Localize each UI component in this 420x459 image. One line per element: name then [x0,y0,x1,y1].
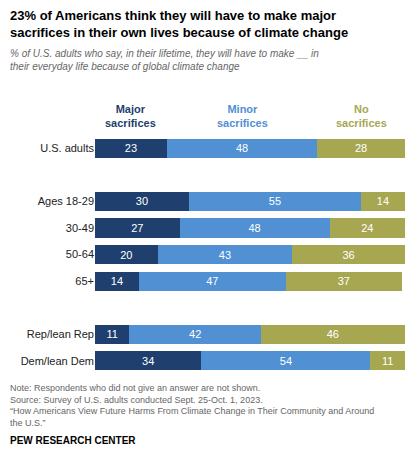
svg-text:23: 23 [125,142,137,154]
svg-text:11: 11 [107,328,118,340]
svg-text:36: 36 [342,249,354,261]
svg-text:48: 48 [249,222,261,234]
svg-text:20: 20 [120,249,132,261]
svg-text:65+: 65+ [75,275,94,287]
svg-text:27: 27 [131,222,143,234]
svg-text:55: 55 [269,195,281,207]
svg-text:46: 46 [327,328,339,340]
svg-text:PEW RESEARCH CENTER: PEW RESEARCH CENTER [10,435,136,446]
svg-text:Ages 18-29: Ages 18-29 [38,195,94,207]
svg-text:54: 54 [280,355,292,367]
svg-text:23% of Americans think they wi: 23% of Americans think they will have to… [10,8,348,40]
svg-text:42: 42 [189,328,201,340]
svg-text:47: 47 [206,275,218,287]
svg-text:30-49: 30-49 [66,222,94,234]
svg-text:% of U.S. adults who say, in t: % of U.S. adults who say, in their lifet… [10,48,319,72]
svg-text:14: 14 [111,275,123,287]
svg-text:48: 48 [236,142,248,154]
svg-text:Dem/lean Dem: Dem/lean Dem [21,355,94,367]
svg-text:Majorsacrifices: Majorsacrifices [105,103,156,129]
svg-text:Nosacrifices: Nosacrifices [336,103,387,129]
svg-text:30: 30 [136,195,148,207]
svg-text:11: 11 [382,355,393,367]
svg-text:14: 14 [377,195,389,207]
svg-text:50-64: 50-64 [66,248,94,260]
svg-text:Minorsacrifices: Minorsacrifices [217,103,268,129]
svg-text:Note: Respondents who did not: Note: Respondents who did not give an an… [10,383,374,428]
svg-text:34: 34 [142,355,154,367]
svg-text:U.S. adults: U.S. adults [40,142,94,154]
svg-text:43: 43 [219,249,231,261]
svg-text:24: 24 [361,222,373,234]
svg-text:28: 28 [355,142,367,154]
svg-text:Rep/lean Rep: Rep/lean Rep [27,328,94,340]
svg-text:37: 37 [338,275,350,287]
